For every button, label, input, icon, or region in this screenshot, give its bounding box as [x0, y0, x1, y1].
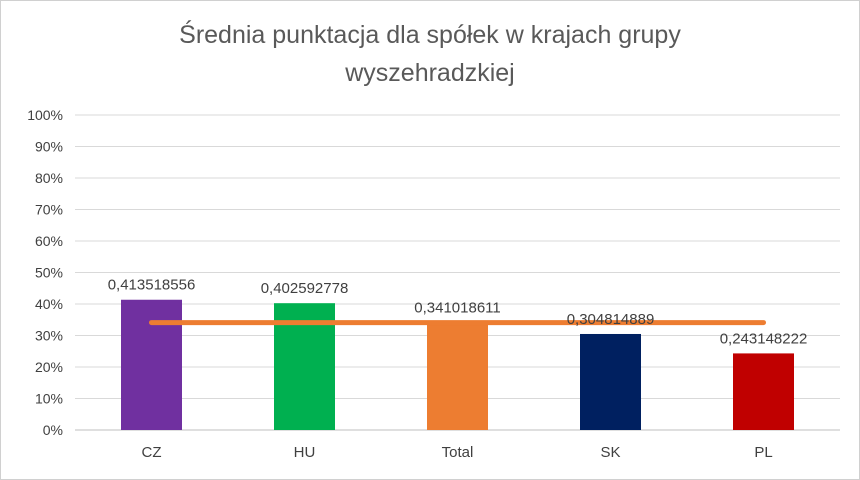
- x-tick-label: Total: [442, 444, 474, 461]
- y-tick-label: 80%: [35, 170, 63, 186]
- chart-title: Średnia punktacja dla spółek w krajach g…: [0, 16, 860, 92]
- x-axis-labels: CZ HU Total SK PL: [142, 444, 773, 461]
- bar: [733, 353, 794, 430]
- data-labels: 0,413518556 0,402592778 0,341018611 0,30481…: [108, 277, 808, 348]
- y-tick-label: 20%: [35, 359, 63, 375]
- bars: [121, 299, 794, 430]
- data-label: 0,402592778: [261, 280, 349, 297]
- data-label: 0,341018611: [414, 300, 500, 317]
- chart-title-line-1: Średnia punktacja dla spółek w krajach g…: [179, 21, 681, 49]
- y-tick-label: 60%: [35, 233, 63, 249]
- x-tick-label: SK: [600, 444, 620, 461]
- y-tick-label: 90%: [35, 139, 63, 155]
- y-tick-label: 30%: [35, 328, 63, 344]
- y-tick-label: 10%: [35, 391, 63, 407]
- y-tick-label: 0%: [43, 422, 63, 438]
- data-label: 0,304814889: [567, 311, 655, 328]
- x-tick-label: HU: [294, 444, 316, 461]
- y-tick-label: 100%: [27, 107, 63, 123]
- y-axis-labels: 0% 10% 20% 30% 40% 50% 60% 70% 80% 90% 100%: [27, 107, 63, 438]
- bar: [427, 322, 488, 430]
- chart-title-line-2: wyszehradzkiej: [345, 59, 515, 87]
- y-tick-label: 40%: [35, 296, 63, 312]
- data-label: 0,413518556: [108, 277, 196, 294]
- x-tick-label: PL: [754, 444, 772, 461]
- bar: [580, 333, 641, 430]
- y-tick-label: 70%: [35, 202, 63, 218]
- bar: [121, 299, 182, 430]
- data-label: 0,243148222: [720, 330, 808, 347]
- y-tick-label: 50%: [35, 265, 63, 281]
- x-tick-label: CZ: [142, 444, 162, 461]
